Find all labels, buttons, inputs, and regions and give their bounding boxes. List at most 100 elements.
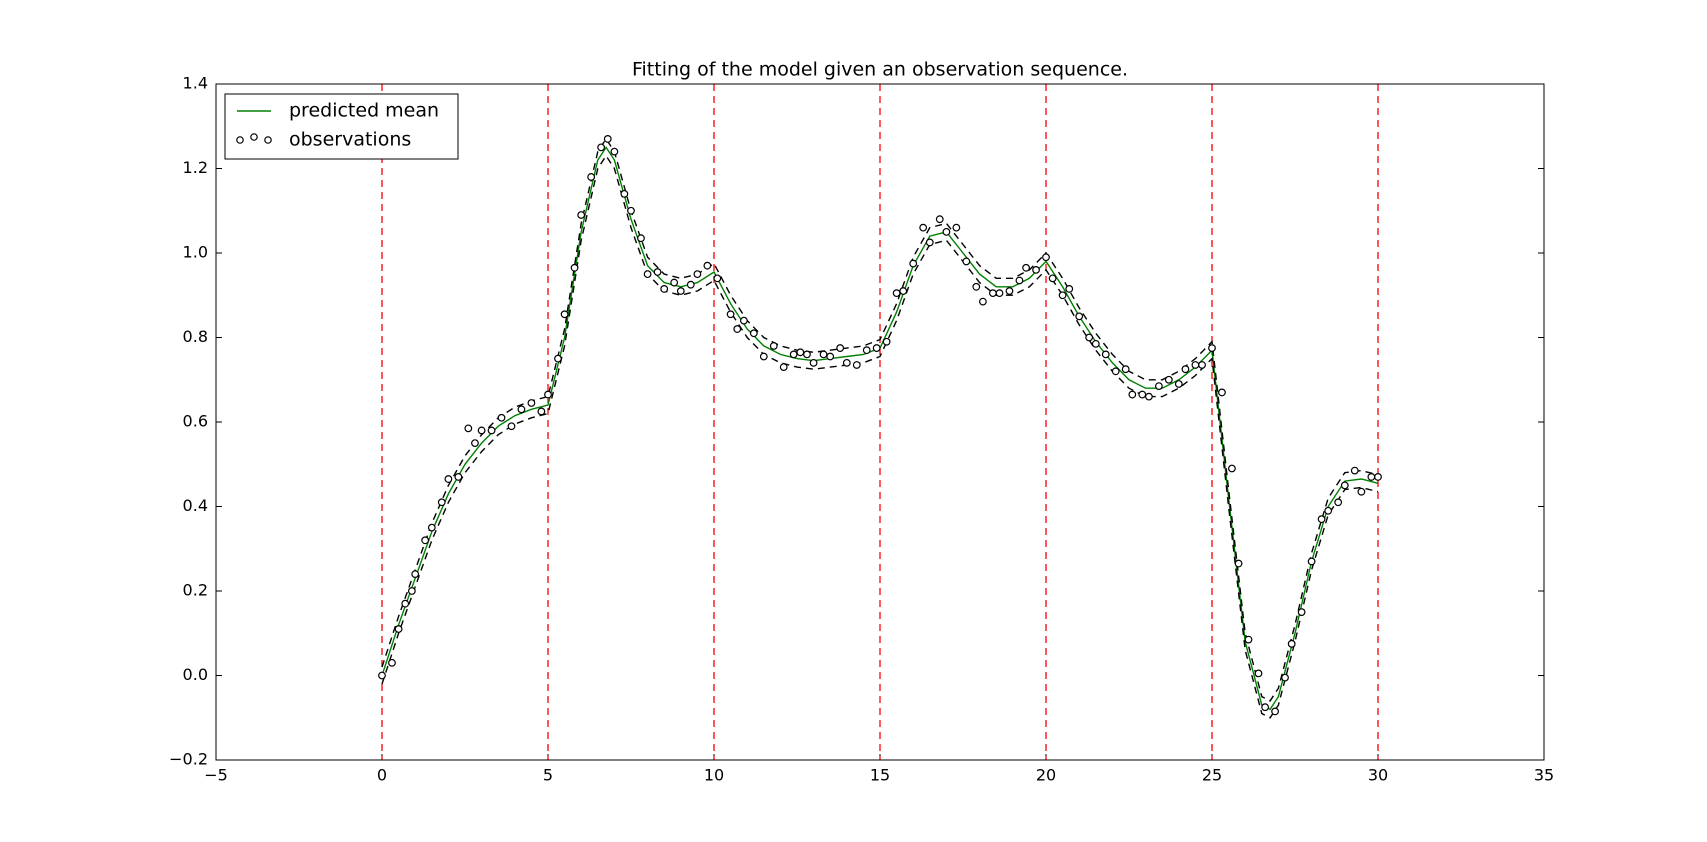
observation: [627, 206, 635, 215]
observation: [670, 278, 679, 287]
observation: [660, 285, 669, 293]
observation: [427, 523, 436, 532]
y-tick-label: 0.0: [183, 665, 208, 684]
observation: [1317, 515, 1326, 524]
observation: [454, 473, 463, 481]
observation: [789, 350, 798, 359]
observation: [1244, 635, 1253, 644]
observation: [909, 259, 918, 268]
x-tick-label: 0: [377, 766, 387, 785]
observation: [570, 263, 579, 272]
observation: [935, 215, 944, 224]
observation: [1324, 506, 1333, 515]
y-tick-label: 1.4: [183, 74, 208, 93]
observation: [1065, 285, 1074, 293]
observation: [796, 348, 805, 357]
observation: [882, 337, 891, 346]
observation: [676, 287, 685, 295]
observation: [1154, 382, 1163, 390]
x-tick-label: 5: [543, 766, 553, 785]
observation: [733, 325, 742, 333]
observation: [872, 344, 881, 352]
observation: [739, 316, 748, 325]
observation: [1058, 291, 1067, 300]
y-tick-label: 1.2: [183, 158, 208, 177]
observation: [1198, 361, 1206, 369]
x-tick-label: 20: [1036, 766, 1056, 785]
observation: [979, 297, 987, 306]
observation: [643, 270, 652, 279]
plot-frame: [215, 83, 1545, 761]
observation: [407, 587, 416, 595]
legend-marker: [236, 136, 244, 144]
observation: [544, 390, 552, 399]
observation: [437, 498, 446, 507]
y-tick-label: 0.6: [183, 412, 208, 431]
observation: [1287, 639, 1296, 648]
y-tick-label: 0.4: [183, 496, 208, 515]
observation: [1181, 365, 1190, 374]
observation: [962, 257, 971, 266]
observation: [507, 422, 516, 431]
observation: [637, 234, 645, 243]
legend-label: predicted mean: [289, 100, 439, 122]
observation: [1015, 276, 1024, 285]
observation: [517, 405, 526, 414]
observation: [1271, 707, 1279, 716]
x-tick-label: 30: [1368, 766, 1388, 785]
legend-box: [224, 93, 459, 160]
observation: [925, 238, 934, 247]
bound-line: [381, 137, 1379, 702]
observation: [1085, 333, 1094, 342]
observation: [1138, 390, 1147, 399]
observation: [421, 536, 430, 545]
observation: [1357, 487, 1366, 496]
observation: [1191, 361, 1200, 369]
observation: [1042, 253, 1050, 262]
observation: [477, 426, 486, 435]
observation: [899, 287, 908, 295]
observation: [554, 354, 562, 363]
observation: [1164, 375, 1173, 384]
observation: [597, 143, 606, 152]
observation: [1228, 464, 1236, 473]
observation: [809, 358, 818, 367]
observation: [1208, 344, 1216, 352]
observation: [444, 475, 453, 483]
observation: [942, 227, 951, 236]
observation: [852, 361, 861, 369]
observation: [779, 363, 788, 371]
plot-area: [378, 84, 1382, 760]
observation: [401, 599, 410, 608]
observation: [1121, 365, 1130, 374]
observation: [972, 282, 981, 291]
observation: [803, 350, 811, 359]
observation: [394, 625, 403, 633]
observation: [892, 289, 901, 298]
observation: [1374, 473, 1382, 481]
observation: [378, 671, 386, 680]
legend-marker: [250, 133, 258, 141]
observation: [836, 344, 845, 352]
observation: [1218, 388, 1226, 397]
bound-line: [381, 154, 1379, 719]
x-tick-label: 35: [1534, 766, 1554, 785]
observation: [769, 342, 778, 350]
observation: [464, 424, 473, 433]
observation: [749, 329, 758, 338]
observation: [1281, 673, 1289, 682]
chart-title: Fitting of the model given an observatio…: [632, 59, 1128, 81]
observation: [560, 310, 569, 319]
observation: [819, 350, 828, 359]
observation: [1297, 608, 1306, 617]
observation: [610, 147, 619, 156]
observation: [411, 570, 420, 578]
y-tick-label: 0.8: [183, 327, 208, 346]
observation: [1048, 274, 1057, 283]
observation: [603, 135, 612, 143]
observation: [703, 261, 712, 270]
observation: [693, 270, 702, 279]
observation: [1261, 703, 1270, 712]
